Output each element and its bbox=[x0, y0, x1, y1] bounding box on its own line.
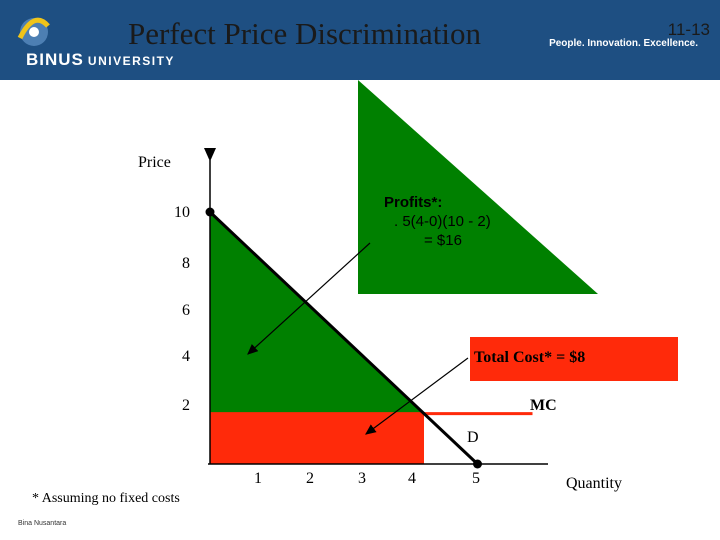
cost-pointer-arrow bbox=[365, 357, 469, 435]
x-axis-label: Quantity bbox=[566, 475, 622, 492]
total-cost-area bbox=[210, 413, 424, 464]
profit-label-box bbox=[358, 80, 598, 294]
profit-label-line: . 5(4-0)(10 - 2) bbox=[394, 213, 491, 230]
total-cost-label-box bbox=[470, 337, 678, 381]
binus-logo-icon bbox=[17, 17, 50, 46]
total-cost-label: Total Cost* = $8 bbox=[474, 349, 586, 366]
logo-text: BINUS UNIVERSITY bbox=[26, 50, 175, 69]
profit-label: Profits*: . 5(4-0)(10 - 2) = $16 bbox=[384, 193, 534, 250]
y-tick-label: 4 bbox=[182, 348, 190, 365]
y-axis-label: Price bbox=[138, 154, 171, 171]
mc-label: MC bbox=[530, 397, 557, 414]
slide-number: 11-13 bbox=[667, 20, 710, 39]
y-tick-label: 6 bbox=[182, 302, 190, 319]
x-tick-label: 4 bbox=[408, 470, 416, 487]
x-tick-label: 3 bbox=[358, 470, 366, 487]
demand-line bbox=[208, 210, 479, 466]
x-tick-label: 5 bbox=[472, 470, 480, 487]
author-credit: Bina Nusantara bbox=[18, 520, 67, 527]
profit-pointer-arrow bbox=[247, 242, 371, 355]
footnote: * Assuming no fixed costs bbox=[32, 491, 180, 506]
header-bar: BINUS UNIVERSITY People. Innovation. Exce… bbox=[0, 0, 720, 80]
y-tick-label: 2 bbox=[182, 397, 190, 414]
tagline: People. Innovation. Excellence. bbox=[549, 38, 698, 49]
page-title: Perfect Price Discrimination bbox=[128, 16, 481, 51]
profit-label-line: Profits*: bbox=[384, 194, 443, 211]
profit-label-line: = $16 bbox=[424, 232, 462, 249]
y-tick-label: 10 bbox=[174, 204, 190, 221]
demand-label: D bbox=[467, 429, 479, 446]
x-tick-label: 2 bbox=[306, 470, 314, 487]
x-tick-label: 1 bbox=[254, 470, 262, 487]
y-tick-label: 8 bbox=[182, 255, 190, 272]
